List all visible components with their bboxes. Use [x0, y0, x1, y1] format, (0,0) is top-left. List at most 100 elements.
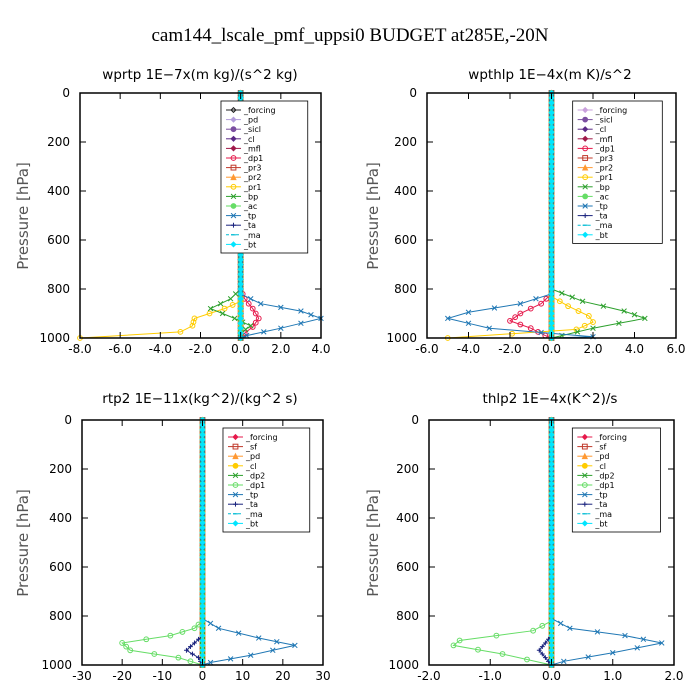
legend: _forcing_pd_sicl_cl_mfl_dp1_pr3_pr2_pr1_…	[220, 100, 309, 254]
data-point	[187, 658, 194, 665]
data-point	[582, 126, 589, 133]
legend-label: _ma	[245, 510, 263, 519]
data-point	[640, 636, 647, 643]
legend: _forcing_sf_pd_cl_dp2_dp1_tp_ta_ma_bt	[222, 427, 311, 533]
y-tick-label: 0	[62, 86, 70, 100]
data-point	[582, 472, 588, 479]
x-tick-label: -2.0	[417, 669, 440, 683]
series-line	[121, 420, 203, 666]
y-tick-label: 1000	[39, 331, 70, 345]
data-point	[582, 106, 589, 114]
y-tick-label: 400	[49, 511, 72, 525]
data-point	[189, 322, 196, 329]
legend-label: _pr2	[595, 164, 613, 173]
data-point	[581, 322, 588, 329]
legend-label: _pr2	[243, 173, 261, 182]
data-point	[556, 298, 563, 305]
legend-label: _pd	[245, 452, 260, 461]
legend-label: _cl	[245, 462, 257, 471]
legend-label: _forcing	[245, 433, 278, 442]
data-point	[292, 642, 298, 649]
figure-title: cam144_lscale_pmf_uppsi0 BUDGET at285E,-…	[152, 25, 549, 46]
legend-label: _forcing	[595, 106, 628, 115]
y-tick-label: 800	[49, 609, 72, 623]
data-point	[230, 212, 237, 219]
data-point	[450, 642, 457, 649]
data-point	[233, 501, 238, 507]
x-tick-label: 10	[235, 669, 250, 683]
data-point	[242, 326, 249, 333]
data-point	[278, 325, 284, 331]
data-point	[232, 520, 239, 527]
series-line	[447, 93, 594, 339]
legend-label: _forcing	[243, 106, 276, 115]
y-axis-label: Pressure [hPa]	[364, 162, 382, 270]
x-tick-label: -4.0	[457, 342, 480, 356]
legend-label: _cl	[595, 125, 607, 134]
data-point	[475, 646, 481, 653]
y-tick-label: 0	[411, 413, 419, 427]
data-point	[227, 656, 234, 662]
data-point	[538, 329, 544, 336]
data-point	[621, 308, 627, 314]
y-tick-label: 200	[396, 462, 419, 476]
data-point	[585, 654, 592, 660]
data-point	[590, 319, 596, 325]
data-point	[190, 651, 195, 657]
legend-label: _dp2	[594, 471, 614, 480]
data-point	[298, 320, 304, 327]
data-point	[517, 310, 524, 317]
legend-label: _dp1	[594, 481, 614, 490]
data-point	[581, 462, 588, 469]
data-point	[184, 647, 189, 653]
legend-label: _bt	[594, 519, 607, 528]
panel-thlp2: thlp2 1E−4x(K^2)/s Pressure [hPa] -2.0 -1…	[364, 391, 684, 683]
data-point	[249, 324, 256, 330]
legend-label: _pr3	[595, 154, 613, 163]
data-point	[255, 315, 262, 322]
x-tick-label: -30	[72, 669, 92, 683]
data-point	[507, 317, 513, 324]
data-point	[569, 294, 576, 300]
data-point	[179, 629, 186, 635]
legend-label: _tp	[243, 212, 256, 221]
data-point	[456, 637, 463, 644]
x-tick-label: -6.0	[415, 342, 438, 356]
legend-box	[222, 427, 311, 533]
y-tick-label: 400	[47, 184, 70, 198]
x-tick-label: 2.0	[583, 342, 602, 356]
x-tick-label: -6.0	[108, 342, 131, 356]
data-point	[486, 325, 493, 331]
data-point	[565, 303, 571, 310]
legend-label: _dp1	[595, 144, 615, 153]
legend-label: _ta	[594, 500, 607, 509]
legend-label: _sf	[594, 443, 606, 452]
data-point	[191, 625, 198, 632]
y-tick-label: 600	[49, 560, 72, 574]
data-point	[539, 622, 546, 629]
legend-label: _mfl	[595, 135, 613, 144]
legend-label: _cl	[594, 462, 606, 471]
data-point	[581, 164, 589, 171]
data-point	[219, 310, 226, 317]
data-point	[278, 304, 284, 311]
data-point	[232, 491, 239, 498]
data-point	[207, 620, 214, 627]
y-tick-label: 800	[47, 282, 70, 296]
data-point	[196, 655, 201, 661]
data-point	[590, 325, 596, 331]
data-point	[574, 329, 581, 335]
data-point	[206, 310, 213, 317]
data-point	[491, 305, 498, 311]
y-axis-label: Pressure [hPa]	[14, 162, 32, 270]
data-point	[232, 443, 239, 450]
data-point	[230, 164, 237, 171]
data-point	[143, 636, 150, 643]
data-point	[230, 155, 237, 161]
legend-label: _tp	[595, 202, 608, 211]
panel-title: thlp2 1E−4x(K^2)/s	[483, 391, 618, 407]
panel-rtp2: rtp2 1E−11x(kg^2)/(kg^2 s) Pressure [hPa…	[14, 391, 331, 683]
data-point	[465, 309, 472, 316]
data-point	[231, 222, 236, 228]
